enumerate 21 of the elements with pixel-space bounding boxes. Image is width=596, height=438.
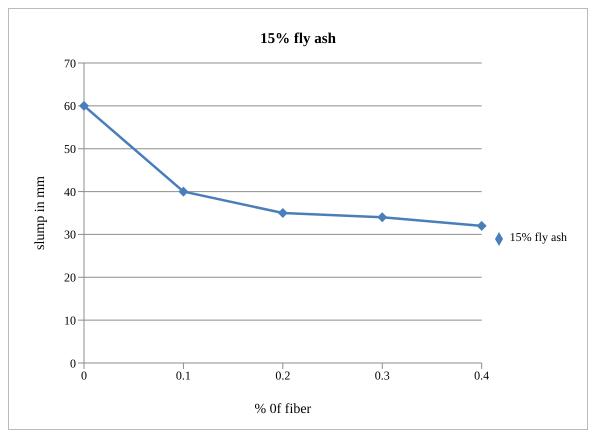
y-tick-label: 0	[70, 356, 76, 370]
point	[377, 212, 388, 222]
point	[278, 208, 288, 218]
y-tick-label: 10	[64, 313, 76, 328]
y-tick-label: 20	[64, 270, 76, 285]
y-tick-label: 40	[64, 184, 76, 199]
y-tick-label: 70	[64, 56, 76, 70]
x-tick-label: 0.2	[275, 368, 290, 383]
y-tick-label: 60	[64, 99, 76, 114]
point	[178, 186, 188, 197]
chart-title: 15% fly ash	[259, 31, 337, 49]
y-tick-label: 30	[64, 228, 76, 242]
x-tick-label: 0.3	[374, 368, 390, 383]
x-axis-title: % 0f fiber	[254, 402, 312, 417]
x-tick-label: 0.4	[474, 368, 490, 383]
y-axis-title: slump in mm	[32, 176, 48, 250]
point	[476, 220, 487, 231]
x-tick-label: 0.1	[176, 368, 191, 383]
legend-label: 15% fly ash	[510, 230, 567, 244]
y-tick-label: 50	[64, 142, 76, 156]
x-tick-label: 0	[81, 368, 87, 383]
